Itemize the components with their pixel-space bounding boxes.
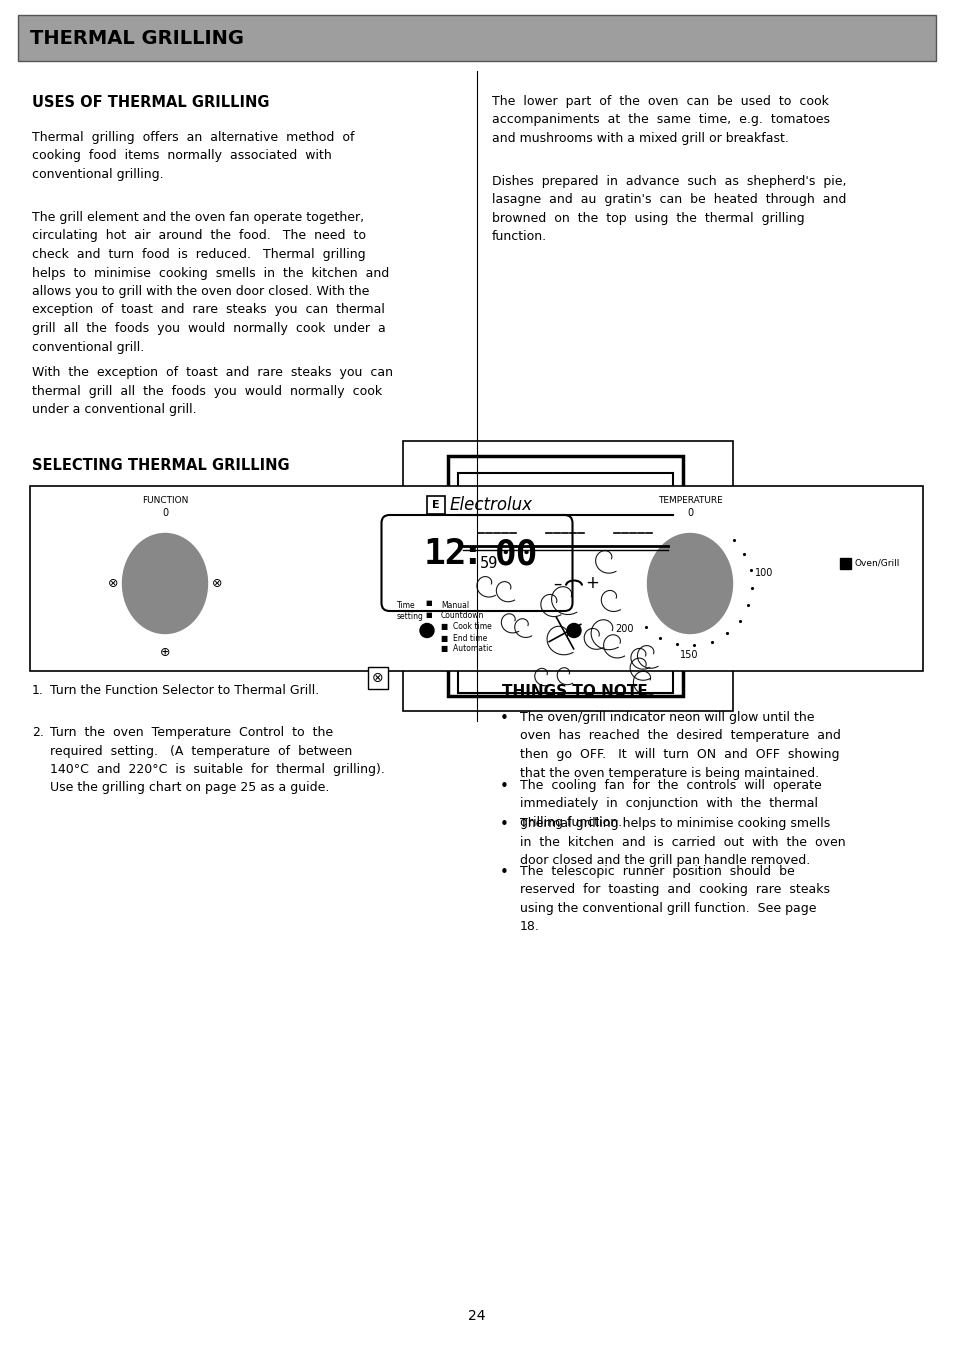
- Text: Turn  the  oven  Temperature  Control  to  the
required  setting.   (A  temperat: Turn the oven Temperature Control to the…: [50, 725, 384, 794]
- Text: •: •: [499, 780, 508, 794]
- Text: ⊗: ⊗: [372, 671, 383, 685]
- Bar: [368, 667, 388, 689]
- Text: 150: 150: [679, 650, 698, 661]
- FancyBboxPatch shape: [381, 515, 572, 611]
- Text: USES OF THERMAL GRILLING: USES OF THERMAL GRILLING: [32, 95, 269, 109]
- Text: 200: 200: [615, 624, 633, 634]
- Text: The  lower  part  of  the  oven  can  be  used  to  cook
accompaniments  at  the: The lower part of the oven can be used t…: [492, 95, 829, 145]
- Text: SELECTING THERMAL GRILLING: SELECTING THERMAL GRILLING: [32, 458, 290, 473]
- Text: THERMAL GRILLING: THERMAL GRILLING: [30, 28, 244, 47]
- Text: Manual: Manual: [440, 600, 469, 609]
- Text: Electrolux: Electrolux: [450, 496, 533, 513]
- Text: Thermal grilling helps to minimise cooking smells
in  the  kitchen  and  is  car: Thermal grilling helps to minimise cooki…: [519, 817, 844, 867]
- Text: ⊗: ⊗: [108, 577, 118, 590]
- Text: Countdown: Countdown: [440, 612, 484, 620]
- Bar: [402, 440, 732, 711]
- Ellipse shape: [647, 534, 732, 634]
- Text: –: –: [552, 574, 560, 593]
- Bar: [840, 558, 850, 569]
- Text: ■  End time: ■ End time: [440, 634, 487, 643]
- Text: The  cooling  fan  for  the  controls  will  operate
immediately  in  conjunctio: The cooling fan for the controls will op…: [519, 780, 821, 830]
- Text: THINGS TO NOTE: THINGS TO NOTE: [501, 684, 647, 698]
- Bar: [448, 457, 682, 696]
- Text: Time
setting: Time setting: [396, 600, 423, 621]
- Ellipse shape: [122, 534, 208, 634]
- Text: With  the  exception  of  toast  and  rare  steaks  you  can
thermal  grill  all: With the exception of toast and rare ste…: [32, 366, 393, 416]
- Text: ■  Cook time: ■ Cook time: [440, 623, 491, 631]
- Text: •: •: [499, 711, 508, 725]
- Text: ■: ■: [425, 612, 432, 617]
- Text: The oven/grill indicator neon will glow until the
oven  has  reached  the  desir: The oven/grill indicator neon will glow …: [519, 711, 840, 780]
- Text: ■: ■: [425, 600, 432, 607]
- Text: Thermal  grilling  offers  an  alternative  method  of
cooking  food  items  nor: Thermal grilling offers an alternative m…: [32, 131, 355, 181]
- Bar: [457, 521, 672, 693]
- Text: The  telescopic  runner  position  should  be
reserved  for  toasting  and  cook: The telescopic runner position should be…: [519, 865, 829, 934]
- Circle shape: [419, 624, 434, 638]
- Bar: [427, 496, 444, 513]
- Text: •: •: [499, 817, 508, 832]
- Text: FUNCTION: FUNCTION: [142, 496, 188, 505]
- Text: Turn the Function Selector to Thermal Grill.: Turn the Function Selector to Thermal Gr…: [50, 684, 319, 697]
- Text: ⊗: ⊗: [212, 577, 222, 590]
- Circle shape: [566, 624, 580, 638]
- Text: 00: 00: [495, 538, 537, 571]
- Text: The grill element and the oven fan operate together,
circulating  hot  air  arou: The grill element and the oven fan opera…: [32, 211, 389, 354]
- Text: E: E: [432, 500, 439, 509]
- Text: +: +: [584, 574, 598, 593]
- Text: 0: 0: [162, 508, 168, 517]
- Text: TEMPERATURE: TEMPERATURE: [657, 496, 721, 505]
- Bar: [457, 473, 672, 515]
- Text: 1.: 1.: [32, 684, 44, 697]
- Text: Dishes  prepared  in  advance  such  as  shepherd's  pie,
lasagne  and  au  grat: Dishes prepared in advance such as sheph…: [492, 176, 845, 243]
- Text: 24: 24: [468, 1309, 485, 1323]
- Text: ■  Automatic: ■ Automatic: [440, 644, 492, 654]
- Text: •: •: [499, 865, 508, 880]
- Text: 59: 59: [479, 557, 497, 571]
- Bar: [18, 15, 935, 61]
- Text: Oven/Grill: Oven/Grill: [854, 559, 900, 567]
- Text: 100: 100: [754, 569, 773, 578]
- Text: ⊕: ⊕: [159, 647, 170, 659]
- Bar: [30, 486, 923, 671]
- Text: :: :: [460, 538, 482, 571]
- Text: 0: 0: [686, 508, 692, 517]
- Text: 12: 12: [423, 538, 467, 571]
- Text: 2.: 2.: [32, 725, 44, 739]
